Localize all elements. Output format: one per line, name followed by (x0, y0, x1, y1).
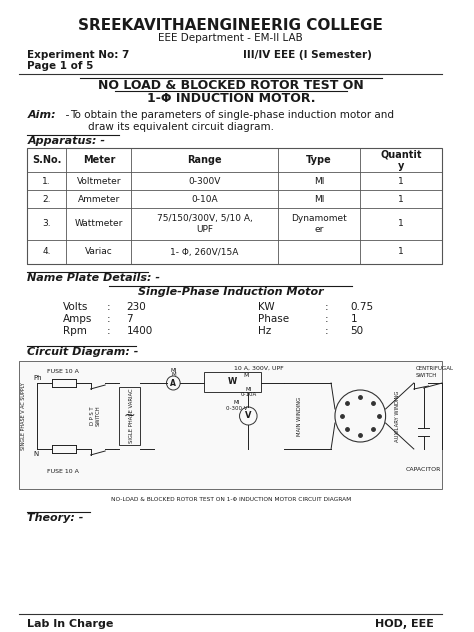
Text: AUXILARY WINDING: AUXILARY WINDING (395, 391, 400, 442)
Text: 0.75: 0.75 (351, 302, 374, 312)
Text: Ph: Ph (33, 375, 42, 381)
Text: 3.: 3. (43, 219, 51, 229)
Text: S.No.: S.No. (32, 155, 62, 165)
Text: :: : (324, 302, 328, 312)
Text: 50: 50 (351, 326, 364, 336)
Text: 10 A, 300V, UPF: 10 A, 300V, UPF (234, 366, 283, 371)
Text: -: - (62, 110, 70, 120)
Text: HOD, EEE: HOD, EEE (375, 619, 434, 629)
Text: ~: ~ (124, 409, 135, 423)
Text: N: N (33, 451, 38, 457)
Text: Voltmeter: Voltmeter (77, 176, 121, 186)
Text: NO LOAD & BLOCKED ROTOR TEST ON: NO LOAD & BLOCKED ROTOR TEST ON (98, 79, 364, 92)
Text: 1: 1 (398, 219, 404, 229)
Text: Wattmeter: Wattmeter (74, 219, 123, 229)
Text: MI: MI (245, 387, 251, 392)
Text: Theory: -: Theory: - (27, 513, 83, 523)
Text: 1.: 1. (43, 176, 51, 186)
Text: Experiment No: 7: Experiment No: 7 (27, 50, 130, 60)
Text: 2.: 2. (43, 195, 51, 204)
Text: MAIN WINDING: MAIN WINDING (297, 396, 302, 435)
Text: Name Plate Details: -: Name Plate Details: - (27, 273, 160, 283)
Text: Single-Phase Induction Motor: Single-Phase Induction Motor (138, 287, 324, 297)
Text: To obtain the parameters of single-phase induction motor and: To obtain the parameters of single-phase… (70, 110, 394, 120)
FancyBboxPatch shape (19, 361, 442, 489)
Text: 1-Φ INDUCTION MOTOR.: 1-Φ INDUCTION MOTOR. (146, 92, 315, 105)
Text: Volts: Volts (64, 302, 89, 312)
Text: FUSE 10 A: FUSE 10 A (47, 369, 79, 374)
Text: M: M (171, 372, 176, 377)
Text: MI: MI (170, 368, 176, 373)
Text: MI: MI (314, 195, 324, 204)
Text: SREEKAVITHAENGINEERIG COLLEGE: SREEKAVITHAENGINEERIG COLLEGE (78, 18, 383, 33)
Text: Phase: Phase (258, 314, 289, 324)
Text: 1: 1 (398, 195, 404, 204)
Text: 230: 230 (127, 302, 146, 312)
Text: 1: 1 (398, 176, 404, 186)
Text: SINGLE PHASE V AC SUPPLY: SINGLE PHASE V AC SUPPLY (21, 382, 26, 450)
Text: 1- Φ, 260V/15A: 1- Φ, 260V/15A (170, 248, 239, 257)
Text: 1: 1 (351, 314, 357, 324)
Text: :: : (107, 326, 111, 336)
Text: :: : (324, 326, 328, 336)
Text: FUSE 10 A: FUSE 10 A (47, 469, 79, 474)
Text: NO-LOAD & BLOCKED ROTOR TEST ON 1-Φ INDUCTION MOTOR CIRCUIT DIAGRAM: NO-LOAD & BLOCKED ROTOR TEST ON 1-Φ INDU… (110, 497, 351, 502)
Text: D P S T
SWITCH: D P S T SWITCH (90, 406, 101, 427)
Text: 1400: 1400 (127, 326, 153, 336)
Text: CAPACITOR: CAPACITOR (406, 467, 441, 472)
Text: Variac: Variac (85, 248, 113, 257)
Text: Meter: Meter (82, 155, 115, 165)
Text: Lab In Charge: Lab In Charge (27, 619, 114, 629)
Text: SWITCH: SWITCH (416, 373, 437, 378)
Text: Page 1 of 5: Page 1 of 5 (27, 61, 94, 71)
Text: Rpm: Rpm (64, 326, 87, 336)
Text: 4.: 4. (43, 248, 51, 257)
Text: Type: Type (306, 155, 332, 165)
Text: W: W (228, 377, 237, 387)
Text: Circuit Diagram: -: Circuit Diagram: - (27, 347, 138, 357)
Text: 0-10A: 0-10A (191, 195, 218, 204)
Text: Hz: Hz (258, 326, 271, 336)
Text: Apparatus: -: Apparatus: - (27, 136, 105, 146)
Text: 7: 7 (127, 314, 133, 324)
Text: MI: MI (314, 176, 324, 186)
Text: EEE Department - EM-II LAB: EEE Department - EM-II LAB (158, 33, 303, 43)
Text: Range: Range (187, 155, 222, 165)
Text: KW: KW (258, 302, 274, 312)
Text: Quantit
y: Quantit y (381, 149, 422, 171)
Text: V: V (245, 411, 252, 420)
Text: 1: 1 (398, 248, 404, 257)
Text: M: M (244, 373, 249, 378)
Text: Ammeter: Ammeter (78, 195, 120, 204)
Text: SIGLE PHASE VARIAC: SIGLE PHASE VARIAC (129, 389, 134, 443)
Text: :: : (324, 314, 328, 324)
Text: 0-300 V: 0-300 V (226, 406, 247, 411)
Text: Aim:: Aim: (27, 110, 56, 120)
Text: MI: MI (234, 401, 240, 406)
Text: 75/150/300V, 5/10 A,
UPF: 75/150/300V, 5/10 A, UPF (156, 214, 252, 234)
Text: Dynamomet
er: Dynamomet er (291, 214, 347, 234)
Text: Amps: Amps (64, 314, 93, 324)
Text: :: : (107, 302, 111, 312)
Text: 0-10A: 0-10A (240, 392, 256, 397)
Text: III/IV EEE (I Semester): III/IV EEE (I Semester) (244, 50, 372, 60)
Text: A: A (170, 379, 176, 387)
Text: 0-300V: 0-300V (188, 176, 221, 186)
Text: :: : (107, 314, 111, 324)
Text: CENTRIFUGAL: CENTRIFUGAL (416, 366, 454, 371)
Text: draw its equivalent circuit diagram.: draw its equivalent circuit diagram. (88, 122, 273, 132)
